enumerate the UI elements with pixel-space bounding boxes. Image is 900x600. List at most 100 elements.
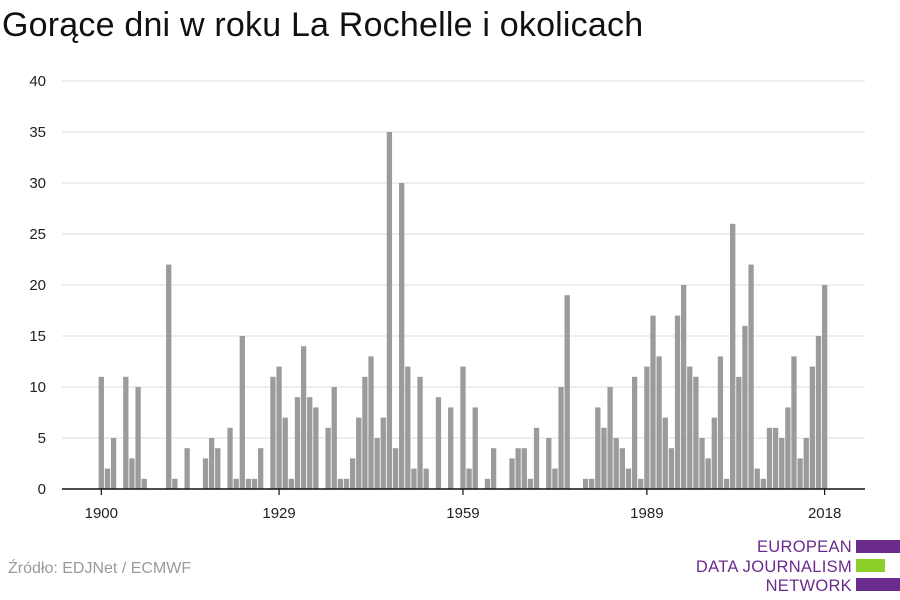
bar xyxy=(362,376,368,489)
bar xyxy=(809,366,816,489)
bar xyxy=(129,458,135,489)
bar xyxy=(785,407,791,489)
bar xyxy=(307,397,313,489)
bar xyxy=(337,478,344,489)
bar xyxy=(227,427,233,489)
bar xyxy=(325,427,331,489)
bar xyxy=(638,478,644,489)
logo-bar-bottom xyxy=(856,578,900,591)
y-tick-label: 35 xyxy=(29,124,46,141)
bar xyxy=(300,346,307,489)
bar xyxy=(423,468,429,489)
bar xyxy=(631,376,638,489)
bar xyxy=(607,387,613,489)
bar xyxy=(748,264,754,489)
x-tick-label: 2018 xyxy=(808,505,841,522)
bar xyxy=(705,458,711,489)
bar xyxy=(202,458,209,489)
y-tick-label: 10 xyxy=(29,379,46,396)
bar xyxy=(533,427,540,489)
bar xyxy=(552,468,558,489)
bar xyxy=(674,315,681,489)
bar xyxy=(104,468,111,489)
bars xyxy=(98,132,828,490)
y-axis-tick-labels: 0 5 10 15 20 25 30 35 40 xyxy=(29,73,46,498)
bar xyxy=(276,366,282,489)
chart-title: Gorące dni w roku La Rochelle i okolicac… xyxy=(2,6,644,44)
bar xyxy=(399,183,405,489)
bar xyxy=(760,478,766,489)
bar xyxy=(791,356,797,489)
bar xyxy=(736,376,742,489)
y-tick-label: 5 xyxy=(38,430,46,447)
bar xyxy=(662,417,668,489)
x-tick-label: 1959 xyxy=(446,505,479,522)
bar xyxy=(558,387,564,489)
logo-line-3: NETWORK xyxy=(765,577,852,595)
bar xyxy=(766,427,773,489)
bar xyxy=(779,438,785,489)
bar xyxy=(644,366,650,489)
bar xyxy=(687,366,693,489)
logo-text: EUROPEAN DATA JOURNALISM NETWORK xyxy=(696,538,852,597)
bar xyxy=(239,336,245,489)
bar xyxy=(141,478,147,489)
bar xyxy=(356,417,362,489)
bar xyxy=(515,448,521,489)
bar xyxy=(668,448,675,489)
bar xyxy=(466,468,472,489)
bar xyxy=(245,478,252,489)
bar xyxy=(521,448,527,489)
logo-bar-top xyxy=(856,540,900,553)
logo-line-1: EUROPEAN xyxy=(756,538,852,556)
bar xyxy=(172,478,178,489)
logo-bar-middle xyxy=(856,559,885,572)
source-note: Źródło: EDJNet / ECMWF xyxy=(8,560,192,577)
bar xyxy=(405,366,411,489)
bar xyxy=(208,438,215,489)
bar xyxy=(386,132,393,489)
bar xyxy=(349,458,356,489)
y-tick-label: 0 xyxy=(38,481,46,498)
bar xyxy=(589,478,595,489)
bar xyxy=(742,325,748,489)
y-tick-label: 40 xyxy=(29,73,46,90)
x-tick-label: 1989 xyxy=(630,505,663,522)
bar xyxy=(343,478,350,489)
bar xyxy=(656,356,662,489)
bar xyxy=(546,438,552,489)
logo-mark-icon xyxy=(856,540,900,591)
bar xyxy=(681,285,687,489)
bar xyxy=(717,356,724,489)
bar xyxy=(374,438,380,489)
bar xyxy=(582,478,589,489)
edjnet-logo[interactable]: EUROPEAN DATA JOURNALISM NETWORK xyxy=(696,538,900,596)
bar xyxy=(564,295,570,489)
bar xyxy=(166,264,172,489)
bar xyxy=(380,417,386,489)
bar xyxy=(282,417,288,489)
bar xyxy=(184,448,190,489)
bar xyxy=(135,387,141,489)
bar xyxy=(110,438,117,489)
bar xyxy=(331,387,337,489)
bar xyxy=(123,376,129,489)
bar xyxy=(448,407,454,489)
bar xyxy=(730,223,736,490)
y-tick-label: 15 xyxy=(29,328,46,345)
bar xyxy=(803,438,809,489)
bar xyxy=(368,356,374,489)
bar xyxy=(693,376,699,489)
logo-line-2: DATA JOURNALISM xyxy=(695,557,852,576)
bar xyxy=(490,448,497,489)
bar xyxy=(821,285,828,489)
x-tick-label: 1900 xyxy=(85,505,118,522)
bar xyxy=(258,448,264,489)
bar xyxy=(460,366,466,489)
y-tick-label: 25 xyxy=(29,226,46,243)
y-tick-label: 30 xyxy=(29,175,46,192)
bar xyxy=(288,478,294,489)
bar xyxy=(619,448,625,489)
bar xyxy=(472,407,478,489)
